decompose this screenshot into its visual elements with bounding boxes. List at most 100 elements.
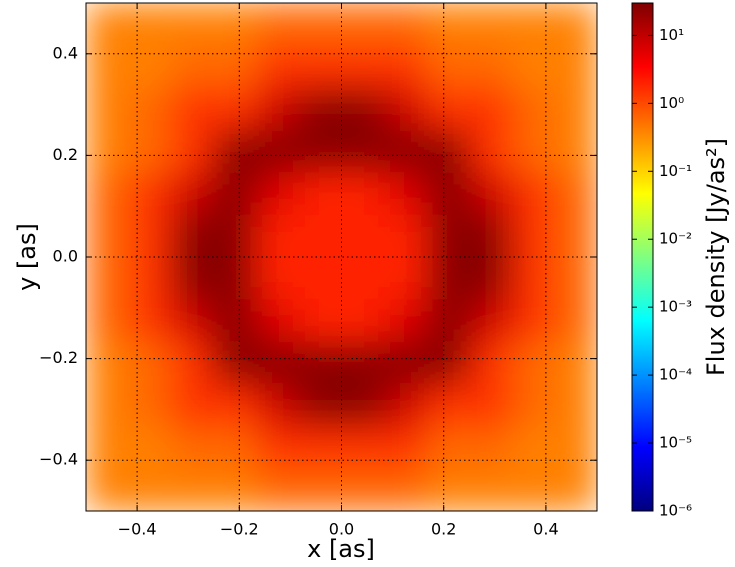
- heat-cell: [511, 172, 555, 216]
- heat-cell: [384, 341, 428, 385]
- heat-cell: [511, 384, 555, 427]
- heat-cell: [256, 299, 300, 343]
- heat-cell: [171, 45, 215, 89]
- heat-cell: [469, 341, 513, 385]
- heat-cell: [213, 87, 257, 131]
- heat-cell: [384, 384, 428, 427]
- heat-cell: [86, 341, 130, 385]
- heat-cell: [384, 468, 428, 511]
- heat-cell: [86, 45, 130, 89]
- heat-cell: [298, 299, 342, 343]
- heat-cell: [426, 130, 470, 173]
- heat-cell: [511, 45, 555, 89]
- heat-cell: [298, 426, 342, 470]
- x-tick-label: 0.2: [431, 520, 456, 539]
- heat-cell: [128, 3, 172, 46]
- heat-cell: [426, 299, 470, 343]
- heat-cell: [426, 45, 470, 89]
- heat-cell: [469, 214, 513, 258]
- heat-cell: [469, 468, 513, 511]
- heat-cell: [426, 214, 470, 258]
- heat-cell: [426, 384, 470, 427]
- heat-cell: [554, 45, 597, 89]
- heat-cell: [256, 384, 300, 427]
- heat-cell: [86, 172, 130, 216]
- y-tick-label: 0.0: [53, 247, 78, 266]
- heat-cell: [256, 45, 300, 89]
- heat-cell: [86, 468, 130, 511]
- heat-cell: [341, 468, 385, 511]
- colorbar-tick-label: 10⁻²: [659, 230, 692, 248]
- heat-cell: [128, 214, 172, 258]
- heat-cell: [128, 299, 172, 343]
- heat-cell: [256, 172, 300, 216]
- heat-cell: [341, 3, 385, 46]
- heat-cell: [256, 426, 300, 470]
- heat-cell: [128, 87, 172, 131]
- heat-cell: [511, 214, 555, 258]
- heat-cell: [554, 468, 597, 511]
- heat-cell: [511, 130, 555, 173]
- heat-cell: [341, 257, 385, 300]
- heat-cell: [426, 341, 470, 385]
- heat-cell: [469, 426, 513, 470]
- heat-cell: [171, 468, 215, 511]
- heat-cell: [128, 426, 172, 470]
- heatmap: [86, 3, 597, 511]
- colorbar-tick-label: 10¹: [659, 26, 684, 44]
- heat-cell: [86, 426, 130, 470]
- heat-cell: [554, 384, 597, 427]
- heat-cell: [128, 341, 172, 385]
- heat-cell: [298, 172, 342, 216]
- heat-cell: [256, 468, 300, 511]
- heat-cell: [384, 3, 428, 46]
- heat-cell: [511, 468, 555, 511]
- heat-cell: [213, 3, 257, 46]
- heat-cell: [384, 87, 428, 131]
- heat-cell: [341, 214, 385, 258]
- y-axis-label: y [as]: [13, 223, 41, 291]
- x-tick-label: −0.2: [220, 520, 259, 539]
- heat-cell: [298, 214, 342, 258]
- heat-cell: [426, 172, 470, 216]
- heat-cell: [171, 87, 215, 131]
- heat-cell: [213, 384, 257, 427]
- heat-cell: [128, 130, 172, 173]
- heat-cell: [213, 257, 257, 300]
- heat-cell: [341, 172, 385, 216]
- heat-cell: [554, 341, 597, 385]
- heat-cell: [86, 3, 130, 46]
- heat-cell: [469, 172, 513, 216]
- axes: −0.4 −0.2 0.0 0.2 0.4 −0.4 −0.2 0.0 0.2 0.4 10⁻⁶ 10…: [39, 2, 692, 539]
- heat-cell: [341, 130, 385, 173]
- plot-frame: [85, 2, 598, 512]
- heat-cell: [86, 87, 130, 131]
- heat-cell: [86, 299, 130, 343]
- heat-cell: [341, 384, 385, 427]
- heat-cell: [469, 130, 513, 173]
- heat-cell: [86, 214, 130, 258]
- heat-cell: [554, 3, 597, 46]
- heat-cell: [213, 214, 257, 258]
- heat-cell: [511, 299, 555, 343]
- heat-cell: [341, 341, 385, 385]
- heat-cell: [128, 468, 172, 511]
- y-tick-label: −0.4: [39, 450, 78, 469]
- heat-cell: [256, 214, 300, 258]
- heat-cell: [341, 87, 385, 131]
- colorbar-label: Flux density [Jy/as²]: [702, 138, 730, 376]
- y-tick-label: 0.4: [53, 43, 78, 62]
- heat-cell: [213, 130, 257, 173]
- colorbar-tick-label: 10⁻⁶: [659, 502, 692, 520]
- colorbar: [631, 2, 654, 512]
- heat-cell: [171, 341, 215, 385]
- heat-cell: [298, 257, 342, 300]
- x-axis-label: x [as]: [307, 535, 375, 563]
- heat-cell: [86, 257, 130, 300]
- heat-cell: [213, 299, 257, 343]
- colorbar-tick-label: 10⁻¹: [659, 162, 692, 180]
- heat-cell: [256, 257, 300, 300]
- heat-cell: [213, 341, 257, 385]
